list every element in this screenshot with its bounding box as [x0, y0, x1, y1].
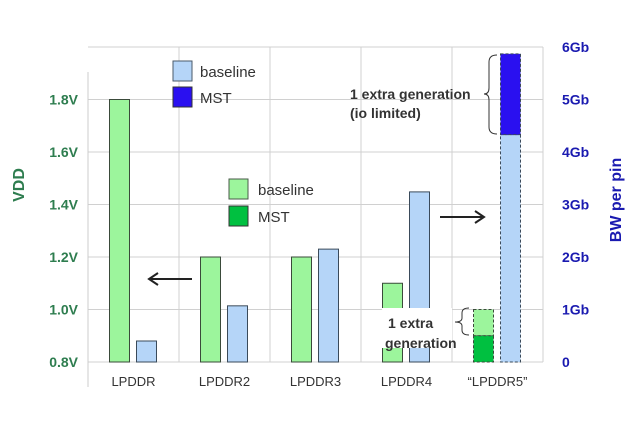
right-axis-title: BW per pin — [608, 158, 625, 242]
left-tick-label: 1.2V — [49, 249, 78, 265]
legend-label: baseline — [200, 64, 256, 81]
right-tick-label: 6Gb — [562, 39, 589, 55]
arrow-right — [440, 210, 486, 224]
annotation-text: generation — [385, 335, 457, 351]
bar-vdd-baseline — [200, 256, 221, 363]
left-tick-label: 1.8V — [49, 92, 78, 108]
left-tick-label: 1.0V — [49, 302, 78, 318]
legend-blue: baseline MST — [172, 60, 256, 108]
category-label: LPDDR3 — [290, 374, 341, 389]
tick-labels: 0.8V 1.0V 1.2V 1.4V 1.6V 1.8V 0 1Gb 2Gb 3Gb 4Gb 5Gb… — [49, 39, 589, 389]
bar-vdd-baseline — [291, 256, 312, 363]
annotation-text: 1 extra generation — [350, 86, 471, 102]
bars — [109, 53, 521, 363]
bar-bw-baseline — [500, 134, 521, 363]
bar-vdd-mst — [473, 335, 494, 363]
legend-green: baseline MST — [228, 178, 314, 227]
legend-label: MST — [200, 90, 232, 107]
left-tick-label: 1.6V — [49, 144, 78, 160]
legend-label: baseline — [258, 182, 314, 199]
right-tick-label: 3Gb — [562, 197, 589, 213]
annotation-top: 1 extra generation (io limited) — [350, 54, 498, 135]
bar-bw-baseline — [318, 248, 339, 363]
right-tick-label: 2Gb — [562, 249, 589, 265]
bar-bw-mst — [500, 53, 521, 136]
bar-bw-baseline — [136, 340, 157, 363]
legend-swatch-green-mst — [228, 205, 249, 227]
left-axis-title: VDD — [11, 168, 28, 202]
legend-swatch-green-baseline — [228, 178, 249, 200]
bar-vdd-baseline — [473, 309, 494, 337]
right-tick-label: 5Gb — [562, 92, 589, 108]
bar-vdd-baseline — [109, 99, 130, 363]
category-label: LPDDR — [111, 374, 155, 389]
legend-label: MST — [258, 209, 290, 226]
annotation-text: 1 extra — [388, 315, 433, 331]
legend-swatch-blue-mst — [172, 86, 193, 108]
bar-bw-baseline — [227, 305, 248, 363]
legend-swatch-blue-baseline — [172, 60, 193, 82]
arrow-left — [147, 272, 192, 286]
left-tick-label: 0.8V — [49, 354, 78, 370]
right-tick-label: 1Gb — [562, 302, 589, 318]
gridlines — [87, 46, 544, 387]
annotation-bottom: 1 extra generation — [382, 307, 470, 351]
right-tick-label: 4Gb — [562, 144, 589, 160]
left-tick-label: 1.4V — [49, 197, 78, 213]
category-label: LPDDR4 — [381, 374, 432, 389]
right-tick-label: 0 — [562, 354, 570, 370]
category-label: LPDDR2 — [199, 374, 250, 389]
category-label: “LPDDR5” — [468, 374, 528, 389]
annotation-text: (io limited) — [350, 105, 421, 121]
